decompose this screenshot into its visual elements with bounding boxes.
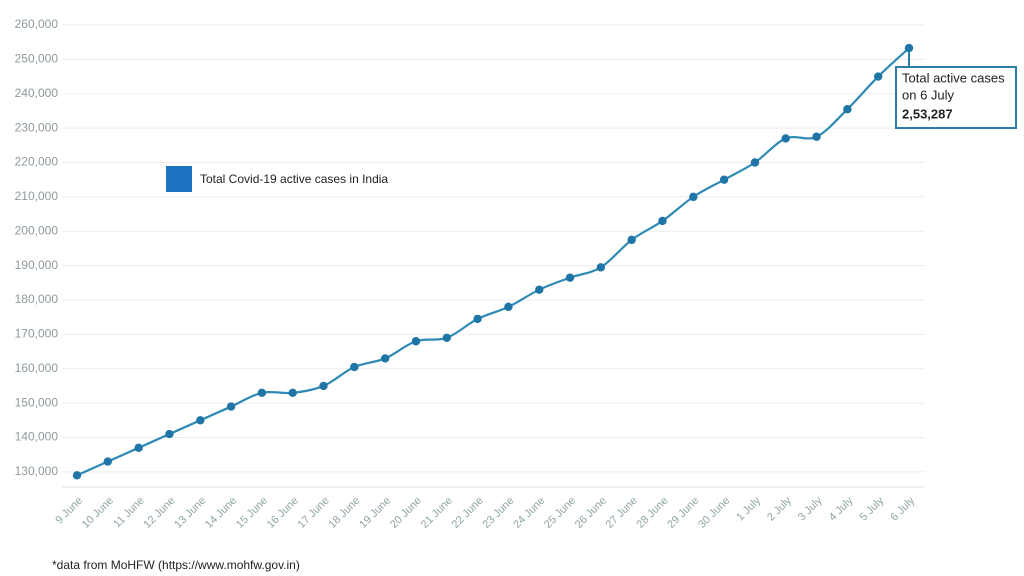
y-tick-label: 230,000 [15, 120, 59, 134]
point [565, 273, 575, 282]
x-tick-label: 2 July [765, 494, 794, 523]
value-label: 2,53,287 [902, 106, 953, 121]
line [76, 47, 910, 477]
y-tick-label: 200,000 [15, 223, 59, 237]
x-tick-label: 16 June [265, 495, 301, 531]
x-tick-label: 4 July [827, 494, 856, 523]
point [904, 43, 914, 53]
point [596, 263, 606, 272]
y-tick-label: 220,000 [15, 155, 59, 169]
annotation-text: Total active cases [902, 70, 1005, 85]
x-tick-label: 1 July [734, 494, 763, 523]
x-tick-label: 5 July [858, 494, 887, 523]
x-tick-label: 15 June [234, 495, 270, 531]
x-tick-label: 24 June [511, 495, 547, 531]
x-tick-label: 18 June [326, 495, 362, 531]
x-tick-label: 6 July [888, 494, 917, 523]
footnote: *data from MoHFW (https://www.mohfw.gov.… [52, 558, 300, 572]
x-tick-label: 17 June [296, 495, 332, 531]
point [781, 134, 790, 143]
x-tick-label: 29 June [665, 495, 701, 531]
x-tick-label: 12 June [141, 495, 177, 531]
point [442, 333, 451, 343]
point [134, 443, 143, 453]
y-tick-label: 250,000 [15, 52, 59, 66]
point [257, 388, 267, 398]
point [812, 132, 821, 141]
x-tick-label: 26 June [573, 495, 609, 531]
y-tick-label: 260,000 [15, 17, 59, 31]
point [627, 235, 636, 245]
y-tick-label: 190,000 [15, 258, 59, 272]
y-tick-label: 170,000 [15, 327, 59, 341]
point [473, 314, 482, 324]
x-tick-label: 11 June [111, 495, 147, 531]
x-tick-label: 25 June [542, 495, 578, 531]
point [504, 302, 513, 312]
point [658, 216, 667, 226]
point [719, 175, 729, 184]
x-tick-label: 23 June [480, 495, 516, 531]
y-tick-label: 180,000 [15, 292, 59, 306]
point [72, 471, 82, 480]
x-tick-label: 14 June [203, 495, 239, 531]
point [535, 285, 544, 294]
point [750, 158, 760, 167]
point [288, 388, 297, 398]
y-tick-label: 160,000 [15, 361, 59, 375]
point [196, 416, 205, 425]
annotation-text: on 6 July [902, 87, 955, 102]
point [843, 105, 852, 114]
point [226, 402, 236, 411]
point [165, 429, 174, 439]
x-tick-label: 30 June [696, 495, 732, 531]
x-tick-label: 28 June [634, 495, 670, 531]
point [689, 192, 698, 202]
y-tick-label: 240,000 [15, 86, 59, 100]
x-tick-label: 19 June [357, 495, 393, 531]
point [350, 362, 359, 372]
y-tick-label: 140,000 [15, 430, 59, 444]
x-tick-label: 22 June [450, 495, 486, 531]
annotation-box [895, 66, 1017, 129]
x-tick-label: 27 June [604, 495, 640, 531]
x-tick-label: 21 June [419, 495, 455, 531]
point [411, 337, 421, 346]
point [103, 457, 113, 466]
point [380, 354, 390, 363]
x-tick-label: 13 June [172, 495, 208, 531]
x-tick-label: 10 June [80, 495, 116, 531]
y-tick-label: 130,000 [15, 464, 59, 478]
y-tick-label: 150,000 [15, 395, 59, 409]
point [319, 381, 328, 391]
x-tick-label: 20 June [388, 495, 424, 531]
legend-swatch [166, 166, 192, 192]
point [873, 72, 883, 81]
y-tick-label: 210,000 [15, 189, 59, 203]
x-tick-label: 3 July [796, 494, 825, 523]
legend-label: Total Covid-19 active cases in India [200, 172, 388, 186]
